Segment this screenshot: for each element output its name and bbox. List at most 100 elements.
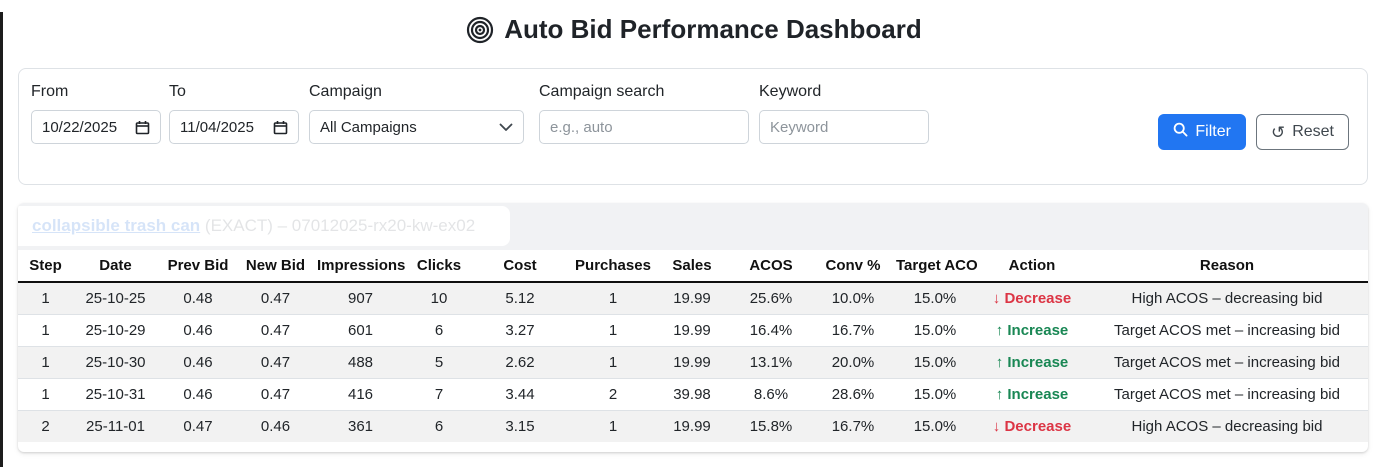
cell-new_bid: 0.47 (238, 346, 313, 379)
action-label: Decrease (1000, 418, 1072, 435)
col-header-acos: ACOS (728, 250, 814, 283)
cell-impressions: 361 (313, 410, 408, 442)
page-title-text: Auto Bid Performance Dashboard (504, 14, 922, 44)
col-header-target_acos: Target ACOS (892, 250, 978, 283)
campaign-search-input[interactable] (539, 110, 749, 144)
cell-reason: Target ACOS met – increasing bid (1086, 346, 1368, 379)
cell-reason: High ACOS – decreasing bid (1086, 410, 1368, 442)
cell-impressions: 601 (313, 314, 408, 347)
cell-step: 1 (18, 281, 73, 315)
cell-clicks: 6 (408, 410, 470, 442)
cell-reason: Target ACOS met – increasing bid (1086, 378, 1368, 411)
campaign-selected-value: All Campaigns (320, 118, 417, 136)
cell-impressions: 907 (313, 281, 408, 315)
cell-purchases: 1 (570, 281, 656, 315)
cell-action: ↓ Decrease (978, 410, 1086, 442)
reset-button[interactable]: ↺ Reset (1255, 114, 1349, 150)
cell-clicks: 6 (408, 314, 470, 347)
cell-new_bid: 0.47 (238, 281, 313, 315)
to-date-value: 11/04/2025 (180, 118, 254, 136)
arrow-down-icon: ↓ (992, 418, 1001, 435)
col-header-date: Date (73, 250, 158, 283)
to-label: To (169, 83, 186, 100)
to-date-input[interactable]: 11/04/2025 (169, 110, 299, 144)
cell-acos: 8.6% (728, 378, 814, 411)
cell-date: 25-10-31 (73, 378, 158, 411)
cell-acos: 15.8% (728, 410, 814, 442)
arrow-up-icon: ↑ (995, 354, 1004, 371)
cell-step: 1 (18, 314, 73, 347)
col-header-conv_pct: Conv % (814, 250, 892, 283)
filter-buttons: Filter ↺ Reset (1158, 83, 1349, 150)
cell-cost: 3.44 (470, 378, 570, 411)
action-increase-badge: ↑ Increase (996, 354, 1069, 371)
cell-cost: 3.27 (470, 314, 570, 347)
action-label: Increase (1003, 386, 1069, 403)
action-label: Increase (1003, 354, 1069, 371)
cell-purchases: 1 (570, 346, 656, 379)
table-row: 1 25-10-30 0.46 0.47 488 5 2.62 1 19.99 13.1% 20.0… (18, 346, 1368, 379)
cell-sales: 19.99 (656, 281, 728, 315)
cell-prev_bid: 0.48 (158, 281, 238, 315)
cell-target_acos: 15.0% (892, 346, 978, 379)
cell-conv_pct: 28.6% (814, 378, 892, 411)
keyword-input[interactable] (759, 110, 929, 144)
cell-acos: 25.6% (728, 281, 814, 315)
filter-card: From 10/22/2025 To 11/04/2025 (18, 68, 1368, 185)
from-date-input[interactable]: 10/22/2025 (31, 110, 161, 144)
cell-purchases: 2 (570, 378, 656, 411)
col-header-impressions: Impressions (313, 250, 408, 283)
keyword-heading: collapsible trash can (EXACT) – 07012025… (32, 216, 475, 236)
cell-target_acos: 15.0% (892, 410, 978, 442)
cell-prev_bid: 0.46 (158, 378, 238, 411)
cell-impressions: 416 (313, 378, 408, 411)
cell-purchases: 1 (570, 410, 656, 442)
cell-date: 25-10-29 (73, 314, 158, 347)
filter-button[interactable]: Filter (1158, 114, 1246, 150)
reset-button-label: Reset (1292, 123, 1334, 140)
calendar-icon[interactable] (273, 120, 288, 135)
page-header: Auto Bid Performance Dashboard (0, 0, 1388, 49)
from-label: From (31, 83, 69, 100)
col-header-purchases: Purchases (570, 250, 656, 283)
keyword-link[interactable]: collapsible trash can (32, 216, 201, 235)
from-date-value: 10/22/2025 (42, 118, 118, 136)
cell-new_bid: 0.47 (238, 314, 313, 347)
campaign-field: Campaign All Campaigns (309, 83, 524, 144)
results-card: collapsible trash can (EXACT) – 07012025… (18, 203, 1368, 452)
col-header-sales: Sales (656, 250, 728, 283)
keyword-label: Keyword (759, 83, 822, 100)
cell-step: 2 (18, 410, 73, 442)
col-header-action: Action (978, 250, 1086, 283)
action-increase-badge: ↑ Increase (996, 322, 1069, 339)
cell-impressions: 488 (313, 346, 408, 379)
cell-cost: 2.62 (470, 346, 570, 379)
to-date-field: To 11/04/2025 (169, 83, 299, 144)
cell-target_acos: 15.0% (892, 378, 978, 411)
cell-conv_pct: 20.0% (814, 346, 892, 379)
page-title: Auto Bid Performance Dashboard (466, 14, 922, 45)
keyword-heading-suffix: (EXACT) – 07012025-rx20-kw-ex02 (200, 216, 476, 235)
cell-action: ↓ Decrease (978, 281, 1086, 315)
cell-clicks: 5 (408, 346, 470, 379)
campaign-select[interactable]: All Campaigns (309, 110, 524, 144)
arrow-down-icon: ↓ (992, 290, 1001, 307)
calendar-icon[interactable] (135, 120, 150, 135)
table-row: 1 25-10-31 0.46 0.47 416 7 3.44 2 39.98 8.6% 28.6%… (18, 378, 1368, 411)
cell-date: 25-11-01 (73, 410, 158, 442)
cell-new_bid: 0.47 (238, 378, 313, 411)
results-header: collapsible trash can (EXACT) – 07012025… (18, 203, 1368, 250)
cell-conv_pct: 16.7% (814, 314, 892, 347)
keyword-heading-box: collapsible trash can (EXACT) – 07012025… (18, 206, 510, 246)
cell-sales: 19.99 (656, 410, 728, 442)
cell-date: 25-10-30 (73, 346, 158, 379)
table-row: 1 25-10-25 0.48 0.47 907 10 5.12 1 19.99 25.6% 10.… (18, 281, 1368, 315)
cell-target_acos: 15.0% (892, 281, 978, 315)
window-edge (0, 12, 3, 467)
col-header-clicks: Clicks (408, 250, 470, 283)
cell-acos: 16.4% (728, 314, 814, 347)
table-row: 2 25-11-01 0.47 0.46 361 6 3.15 1 19.99 15.8% 16.7… (18, 410, 1368, 442)
bid-table-body: 1 25-10-25 0.48 0.47 907 10 5.12 1 19.99 25.6% 10.… (18, 281, 1368, 442)
cell-clicks: 7 (408, 378, 470, 411)
